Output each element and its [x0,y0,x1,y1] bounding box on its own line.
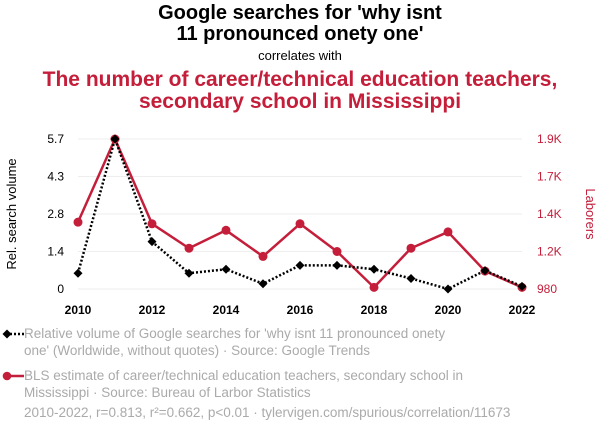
footer-stats: 2010-2022, r=0.813, r²=0.662, p<0.01 · t… [24,405,511,420]
x-tick-label: 2012 [139,303,166,317]
y-right-tick-label: 1.4K [537,207,562,221]
legend-label-search-line1: Relative volume of Google searches for '… [24,326,446,341]
y-left-tick-label: 4.3 [47,170,64,184]
series-search-point [221,264,231,274]
y-right-tick-label: 1.9K [537,132,562,146]
y-left-tick-label: 1.4 [47,245,64,259]
series-teachers-point [221,225,231,235]
x-tick-label: 2022 [509,303,536,317]
chart-title-line1: Google searches for 'why isnt [158,2,442,24]
series-teachers-point [369,282,379,292]
series-search-point [480,266,490,276]
y-right-tick-label: 980 [537,282,557,296]
y-left-tick-label: 5.7 [47,132,64,146]
legend-label-search-line2: one' (Worldwide, without quotes) · Sourc… [24,343,371,358]
chart-title-line2: 11 pronounced onety one' [176,23,424,45]
series-search-point [332,260,342,270]
series-teachers-point [332,247,342,256]
x-tick-label: 2010 [65,303,92,317]
series-search-point [184,268,194,278]
x-tick-label: 2018 [361,303,388,317]
legend-marker-dotted-diamond [2,329,24,339]
series-search-point [73,268,83,278]
legend-marker-solid-circle [2,371,24,381]
series-search-point [369,264,379,274]
series-teachers-point [258,251,268,261]
series-teachers-point [73,217,83,227]
y-left-axis-label: Rel. search volume [4,158,19,269]
series-search-point [147,237,157,247]
y-left-tick-label: 0 [57,282,64,296]
y-left-tick-label: 2.8 [47,207,64,221]
series-teachers-point [184,243,194,253]
y-right-axis-label: Laborers [583,188,598,240]
x-tick-label: 2016 [287,303,314,317]
series-teachers-point [443,227,453,237]
x-tick-label: 2020 [435,303,462,317]
series-search-point [110,134,120,144]
series-search-point [517,281,527,291]
series-search-point [295,260,305,270]
legend-label-teachers-line2: Mississippi · Source: Bureau of Larbor S… [24,385,311,400]
y-right-tick-label: 1.2K [537,245,562,259]
y-right-tick-label: 1.7K [537,170,562,184]
chart-title: Google searches for 'why isnt 11 pronoun… [0,3,600,45]
chart-subtitle-line1: The number of career/technical education… [42,68,558,91]
chart-subtitle: The number of career/technical education… [0,69,600,113]
series-teachers-point [406,243,416,253]
series-search-point [258,279,268,289]
series-search-point [443,284,453,294]
legend-label-teachers-line1: BLS estimate of career/technical educati… [24,368,463,383]
series-search-point [406,273,416,283]
chart-subtitle-line2: secondary school in Mississippi [138,90,462,113]
correlates-text: correlates with [258,48,342,63]
x-tick-label: 2014 [213,303,240,317]
series-teachers-point [147,219,157,229]
series-teachers-point [295,219,305,229]
